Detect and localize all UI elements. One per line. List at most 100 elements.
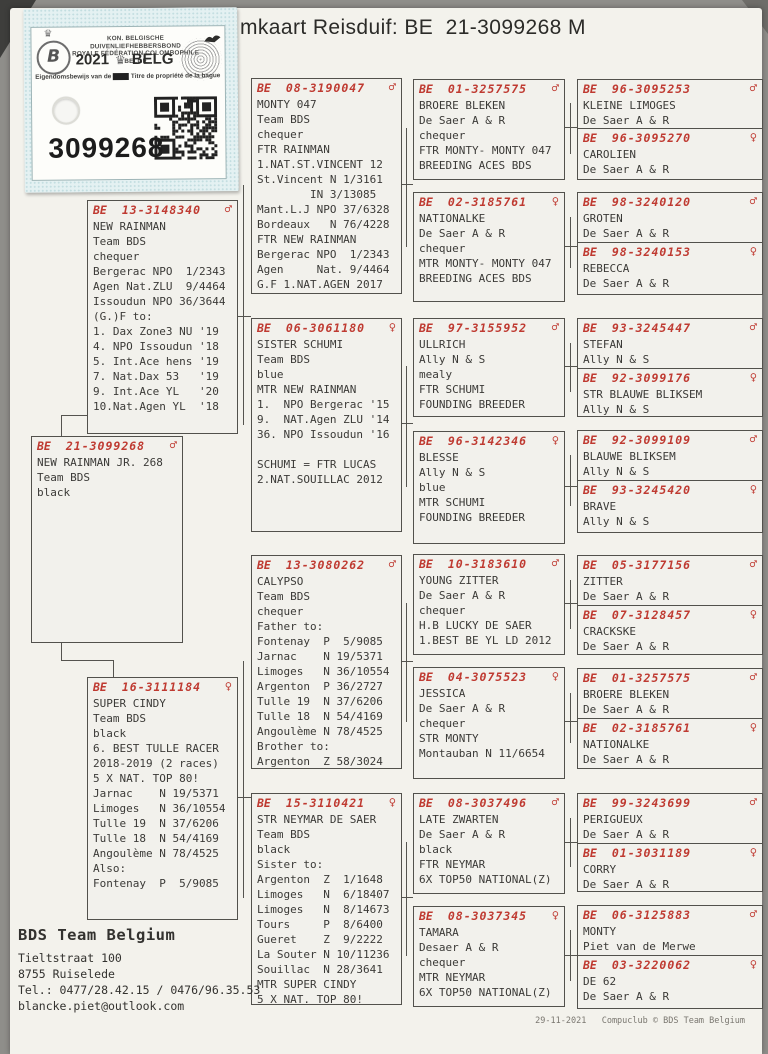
pedigree-box-98-3240120: BE 98-3240120 ♂ GROTEN De Saer A & R (577, 192, 763, 244)
male-icon: ♂ (551, 795, 559, 809)
ring-country-code: BE (583, 195, 597, 209)
pigeon-details: ZITTER De Saer A & R (583, 575, 670, 603)
pigeon-details: YOUNG ZITTER De Saer A & R chequer H.B L… (419, 574, 552, 647)
pigeon-details: ULLRICH Ally N & S mealy FTR SCHUMI FOUN… (419, 338, 525, 411)
ring-country-code: BE (583, 908, 597, 922)
male-icon: ♂ (749, 557, 757, 571)
ring-number: 96-3142346 (447, 434, 528, 448)
ring-number: 98-3240120 (611, 195, 692, 209)
ring-id: BE 08-3037345 ♀ (414, 907, 564, 923)
ring-country-code: BE (257, 796, 271, 810)
pigeon-details: CAROLIEN De Saer A & R (583, 148, 670, 176)
ring-country: BELG (131, 50, 174, 68)
pigeon-details: NATIONALKE De Saer A & R chequer MTR MON… (419, 212, 552, 285)
male-icon: ♂ (169, 438, 177, 452)
ring-country-code: BE (583, 483, 597, 497)
female-icon: ♀ (749, 370, 757, 384)
ring-country-code: BE (419, 670, 433, 684)
owner-address-city: 8755 Ruiselede (18, 967, 115, 981)
pedigree-connector-line (570, 343, 571, 392)
pigeon-details: NEW RAINMAN Team BDS chequer Bergerac NP… (93, 220, 226, 413)
ring-number: 21-3099268 (65, 439, 146, 453)
pedigree-box-06-3125883: BE 06-3125883 ♂ MONTY Piet van de Merwe (577, 905, 763, 957)
ring-number: 92-3099109 (611, 433, 692, 447)
pedigree-box-04-3075523: BE 04-3075523 ♀ JESSICA De Saer A & R chequ… (413, 667, 565, 779)
ring-id: BE 07-3128457 ♀ (578, 606, 762, 622)
female-icon: ♀ (749, 845, 757, 859)
ring-country-code: BE (419, 82, 433, 96)
pigeon-details: REBECCA De Saer A & R (583, 262, 670, 290)
ring-year: 2021 (75, 51, 110, 69)
pigeon-details: TAMARA Desaer A & R chequer MTR NEYMAR 6… (419, 926, 552, 999)
ring-id: BE 03-3220062 ♀ (578, 956, 762, 972)
pedigree-box-13-3148340: BE 13-3148340 ♂ NEW RAINMAN Team BDS cheque… (87, 200, 238, 434)
female-icon: ♀ (388, 320, 396, 334)
ring-number: 03-3220062 (611, 958, 692, 972)
pigeon-details: JESSICA De Saer A & R chequer STR MONTY … (419, 687, 545, 760)
female-icon: ♀ (749, 244, 757, 258)
ring-id: BE 15-3110421 ♀ (252, 794, 401, 810)
pigeon-details: MONTY Piet van de Merwe (583, 925, 696, 953)
crown-icon: ♛ (114, 53, 126, 68)
male-icon: ♂ (224, 202, 232, 216)
ring-id: BE 93-3245447 ♂ (578, 319, 762, 335)
pedigree-connector-line (570, 930, 571, 981)
female-icon: ♀ (551, 908, 559, 922)
pedigree-box-01-3031189: BE 01-3031189 ♀ CORRY De Saer A & R (577, 843, 763, 892)
ring-country-code: BE (37, 439, 51, 453)
ring-country-code: BE (257, 81, 271, 95)
ring-number: 98-3240153 (611, 245, 692, 259)
ring-id: BE 06-3125883 ♂ (578, 906, 762, 922)
ring-number: 05-3177156 (611, 558, 692, 572)
pedigree-box-98-3240153: BE 98-3240153 ♀ REBECCA De Saer A & R (577, 242, 763, 295)
ring-country-code: BE (583, 433, 597, 447)
ring-number: 01-3257575 (611, 671, 692, 685)
pedigree-connector-line (406, 842, 407, 956)
ring-country-code: BE (583, 558, 597, 572)
pedigree-connector-line (570, 818, 571, 867)
pedigree-box-08-3190047: BE 08-3190047 ♂ MONTY 047 Team BDS chequer … (251, 78, 402, 294)
pedigree-box-97-3155952: BE 97-3155952 ♂ ULLRICH Ally N & S mealy FT… (413, 318, 565, 417)
pigeon-icon (204, 35, 221, 43)
male-icon: ♂ (749, 81, 757, 95)
pedigree-connector-line (406, 603, 407, 722)
ring-country-code: BE (419, 796, 433, 810)
pedigree-box-99-3243699: BE 99-3243699 ♂ PERIGUEUX De Saer A & R (577, 793, 763, 845)
owner-email: blancke.piet@outlook.com (18, 999, 185, 1013)
pedigree-box-13-3080262: BE 13-3080262 ♂ CALYPSO Team BDS chequer Fa… (251, 555, 402, 769)
ring-number: 16-3111184 (121, 680, 202, 694)
male-icon: ♂ (551, 556, 559, 570)
ring-id: BE 99-3243699 ♂ (578, 794, 762, 810)
pedigree-box-01-3257575: BE 01-3257575 ♂ BROERE BLEKEN De Saer A & R… (413, 79, 565, 180)
pigeon-details: DE 62 De Saer A & R (583, 975, 670, 1003)
ring-number: 08-3190047 (285, 81, 366, 95)
pedigree-box-05-3177156: BE 05-3177156 ♂ ZITTER De Saer A & R (577, 555, 763, 607)
ring-id: BE 21-3099268 ♂ (32, 437, 182, 453)
pedigree-box-08-3037496: BE 08-3037496 ♂ LATE ZWARTEN De Saer A & R … (413, 793, 565, 894)
pedigree-box-15-3110421: BE 15-3110421 ♀ STR NEYMAR DE SAER Team BDS… (251, 793, 402, 1006)
ring-number: 08-3037496 (447, 796, 528, 810)
ring-id: BE 10-3183610 ♂ (414, 555, 564, 571)
ring-country-code: BE (583, 671, 597, 685)
female-icon: ♀ (551, 669, 559, 683)
ring-number: 15-3110421 (285, 796, 366, 810)
print-credit: Compuclub © BDS Team Belgium (601, 1016, 745, 1026)
ring-number: 96-3095270 (611, 131, 692, 145)
print-date: 29-11-2021 (535, 1016, 587, 1026)
ring-id: BE 97-3155952 ♂ (414, 319, 564, 335)
ownership-text-nl: Eigendomsbewijs van de (35, 73, 112, 81)
ring-id: BE 05-3177156 ♂ (578, 556, 762, 572)
ring-id: BE 02-3185761 ♀ (578, 719, 762, 735)
female-icon: ♀ (749, 720, 757, 734)
pigeon-details: SUPER CINDY Team BDS black 6. BEST TULLE… (93, 697, 226, 890)
ring-id: BE 13-3080262 ♂ (252, 556, 401, 572)
male-icon: ♂ (551, 81, 559, 95)
ring-country-code: BE (257, 558, 271, 572)
ownership-text-fr: Titre de propriété de la bague (130, 72, 221, 80)
pedigree-connector-line (61, 415, 88, 416)
pedigree-box-92-3099176: BE 92-3099176 ♀ STR BLAUWE BLIKSEM Ally N &… (577, 368, 763, 417)
ring-id: BE 01-3257575 ♂ (578, 669, 762, 685)
ring-id: BE 06-3061180 ♀ (252, 319, 401, 335)
pedigree-connector-line (570, 455, 571, 506)
ring-id: BE 98-3240120 ♂ (578, 193, 762, 209)
